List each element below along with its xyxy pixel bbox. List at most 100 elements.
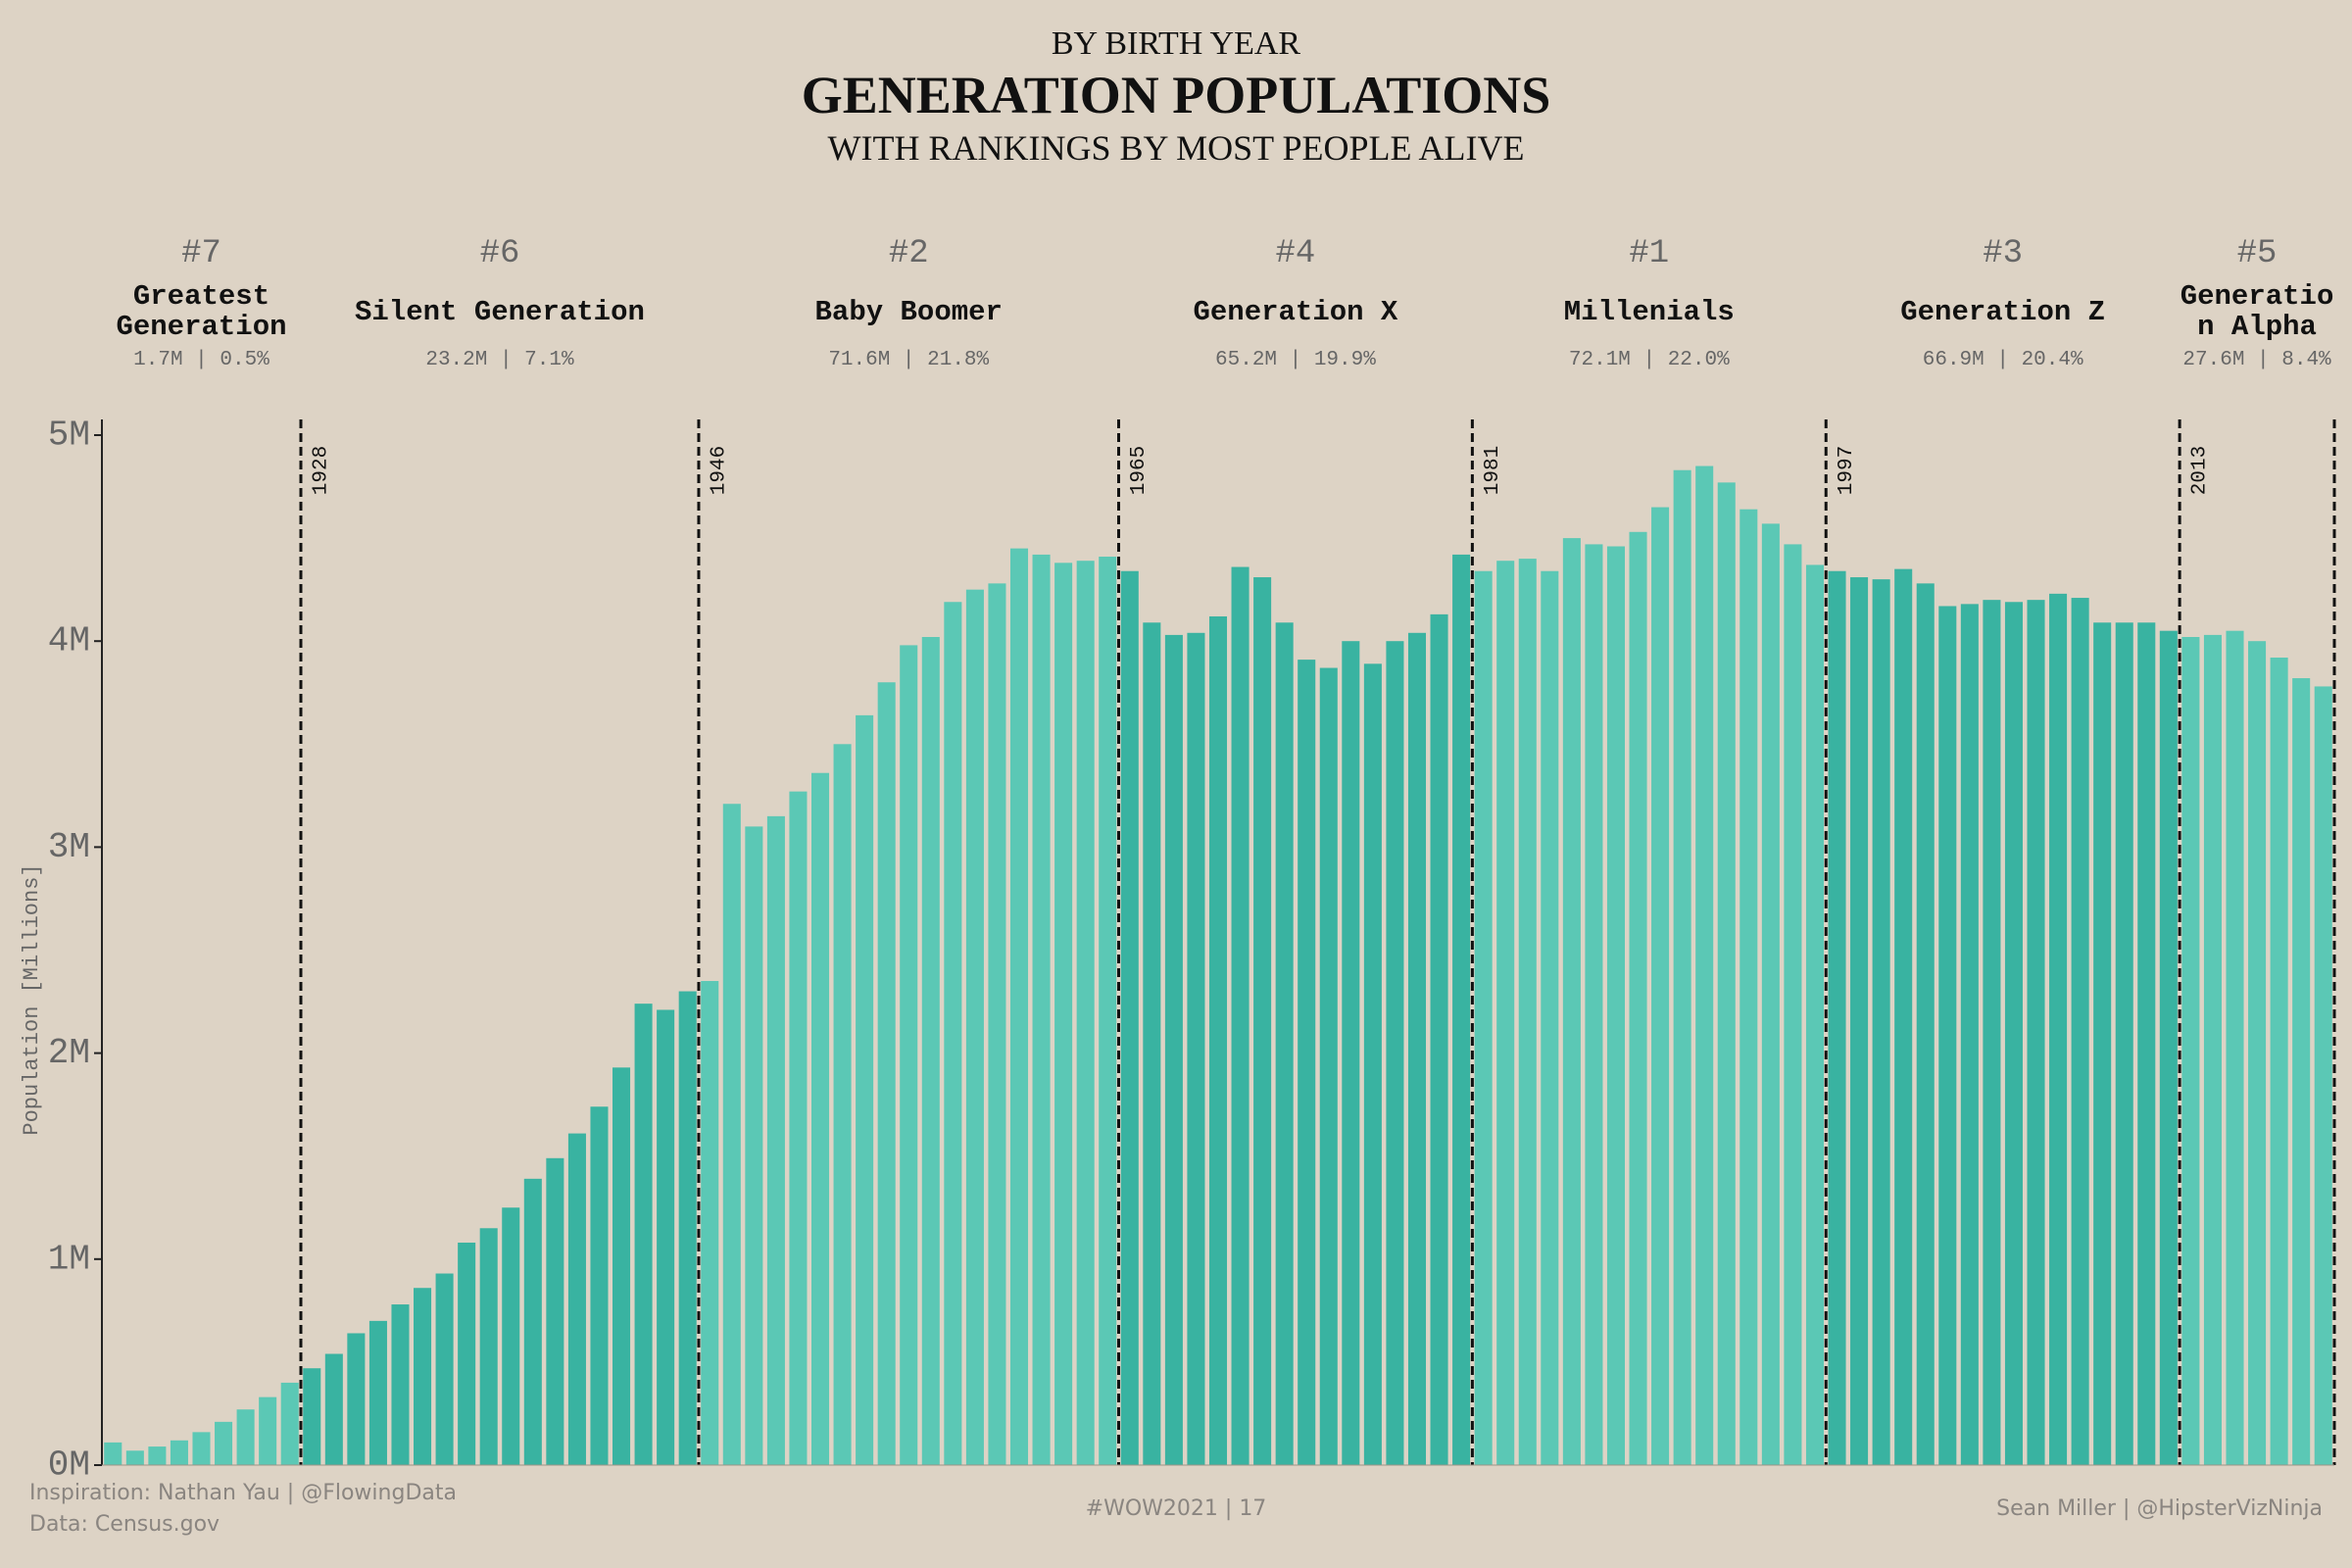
bar	[877, 682, 896, 1465]
generation-start-year: 1981	[1482, 446, 1504, 495]
generation-header: #3 Generation Z 66.9M | 20.4%	[1826, 235, 2180, 372]
bar	[701, 981, 719, 1465]
footer-tag: #WOW2021 | 17	[1085, 1496, 1267, 1521]
bar	[1960, 604, 1979, 1465]
generation-rank: #6	[479, 235, 520, 272]
bar	[170, 1440, 188, 1465]
bar	[347, 1333, 366, 1465]
generation-header: #7 Greatest Generation 1.7M | 0.5%	[102, 235, 301, 372]
bar	[2115, 622, 2133, 1465]
bar	[104, 1442, 122, 1465]
y-axis-title: Population [Millions]	[20, 863, 44, 1135]
bar	[1717, 482, 1736, 1465]
footer-source: Data: Census.gov	[29, 1512, 220, 1537]
bar	[1916, 583, 1935, 1465]
bar	[1695, 466, 1714, 1465]
bar	[259, 1396, 277, 1465]
generation-start-year: 1965	[1128, 446, 1151, 495]
bar	[1054, 563, 1073, 1465]
generation-start-year: 2013	[2189, 446, 2212, 495]
generation-header: #6 Silent Generation 23.2M | 7.1%	[301, 235, 699, 372]
generation-rank: #2	[888, 235, 929, 272]
bar	[745, 826, 763, 1465]
bar	[1187, 632, 1205, 1465]
bar	[1629, 531, 1647, 1465]
bar	[546, 1157, 564, 1465]
generation-name: Generation Z	[1900, 295, 2106, 328]
generation-name: Greatest Generation	[116, 280, 287, 343]
bar	[1805, 564, 1824, 1465]
bar	[1606, 546, 1626, 1465]
bar	[2226, 630, 2244, 1465]
bar	[1298, 660, 1316, 1465]
bar	[634, 1004, 653, 1465]
bar	[192, 1432, 211, 1465]
generation-summary: 27.6M | 8.4%	[2182, 349, 2331, 371]
bar	[303, 1368, 321, 1465]
bar	[1740, 509, 1758, 1465]
bar	[722, 804, 741, 1465]
bar	[479, 1228, 498, 1465]
bar	[2004, 602, 2023, 1465]
bar	[1143, 622, 1161, 1465]
bar	[414, 1288, 432, 1465]
generation-summary: 1.7M | 0.5%	[133, 349, 270, 371]
bar	[1208, 615, 1228, 1465]
bar	[458, 1242, 476, 1465]
generation-header: #4 Generation X 65.2M | 19.9%	[1119, 235, 1473, 372]
bar	[1099, 557, 1117, 1465]
bar	[590, 1106, 609, 1465]
bar	[1120, 570, 1139, 1465]
bar	[612, 1067, 631, 1465]
bar	[678, 991, 697, 1465]
bar	[1076, 561, 1095, 1465]
bar	[1872, 579, 1890, 1465]
bar	[125, 1450, 144, 1465]
kicker: BY BIRTH YEAR	[1051, 25, 1301, 62]
y-tick-label: 2M	[48, 1033, 90, 1073]
bar	[1673, 469, 1691, 1465]
bar	[502, 1207, 520, 1465]
bar	[2049, 593, 2068, 1465]
bar	[657, 1009, 675, 1465]
bar	[1253, 577, 1272, 1465]
bar	[1342, 641, 1360, 1465]
bar	[2203, 634, 2222, 1465]
bar	[944, 602, 962, 1465]
generation-rank: #3	[1983, 235, 2024, 272]
bar	[1319, 667, 1338, 1465]
bar	[1474, 570, 1493, 1465]
bar	[435, 1273, 454, 1465]
generation-summary: 66.9M | 20.4%	[1922, 349, 2083, 371]
bar	[1651, 507, 1670, 1465]
bar	[810, 772, 830, 1465]
generation-rank: #7	[181, 235, 221, 272]
bar	[2137, 622, 2156, 1465]
y-tick-label: 3M	[48, 827, 90, 867]
bar	[1430, 613, 1448, 1465]
bar	[148, 1446, 167, 1465]
bar	[368, 1320, 387, 1465]
y-tick-label: 1M	[48, 1239, 90, 1279]
bar	[1541, 570, 1559, 1465]
generation-rank: #5	[2236, 235, 2278, 272]
bar	[1761, 523, 1780, 1465]
bar	[1518, 559, 1537, 1465]
bar	[2159, 630, 2178, 1465]
bar	[1231, 566, 1250, 1465]
bar	[1452, 554, 1471, 1465]
bar	[1275, 622, 1294, 1465]
generation-header: #1 Millenials 72.1M | 22.0%	[1472, 235, 1826, 372]
generation-name: Generation X	[1193, 295, 1398, 328]
generation-summary: 72.1M | 22.0%	[1568, 349, 1730, 371]
bar	[391, 1304, 410, 1465]
bar	[1407, 632, 1427, 1465]
bar	[766, 815, 785, 1465]
bar	[2248, 641, 2267, 1465]
y-tick-label: 4M	[48, 621, 90, 662]
generation-start-year: 1928	[311, 446, 333, 495]
bar	[1938, 606, 1957, 1465]
bar	[280, 1382, 299, 1465]
bar	[324, 1353, 343, 1465]
